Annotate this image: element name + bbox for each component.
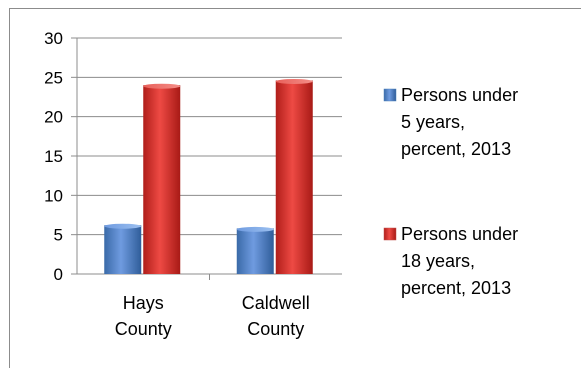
x-axis-category-labels: Hays County Caldwell County [115,293,310,339]
bar [104,223,142,274]
bar-body [104,225,142,274]
legend-swatch [383,227,397,241]
bar [143,83,181,274]
bar-body [236,228,274,274]
y-tick-label: 20 [44,108,63,127]
bar-cap [104,223,142,229]
legend-label: Persons under 18 years, percent, 2013 [401,224,518,298]
chart-frame [9,8,581,368]
bar-body [275,80,313,274]
y-tick-label: 25 [44,68,63,87]
legend-entry: Persons under 5 years, percent, 2013 [383,85,518,159]
y-tick-label: 5 [54,226,63,245]
y-tick-label: 10 [44,186,63,205]
y-tick-label: 30 [44,29,63,48]
bar [275,78,313,274]
bar-cap [143,83,181,89]
y-tick-label: 15 [44,147,63,166]
bars [104,78,313,274]
bar-cap [236,226,274,232]
x-category-label: Hays County [115,293,172,339]
y-tick-label: 0 [54,265,63,284]
legend-entry: Persons under 18 years, percent, 2013 [383,224,518,298]
x-category-label: Caldwell County [242,293,310,339]
bar-cap [275,78,313,84]
y-axis-tick-labels: 0 5 10 15 20 25 30 [44,29,63,284]
bar [236,226,274,274]
legend: Persons under 5 years, percent, 2013 Person… [383,85,518,298]
bar-body [143,85,181,274]
legend-swatch [383,88,397,102]
legend-label: Persons under 5 years, percent, 2013 [401,85,518,159]
